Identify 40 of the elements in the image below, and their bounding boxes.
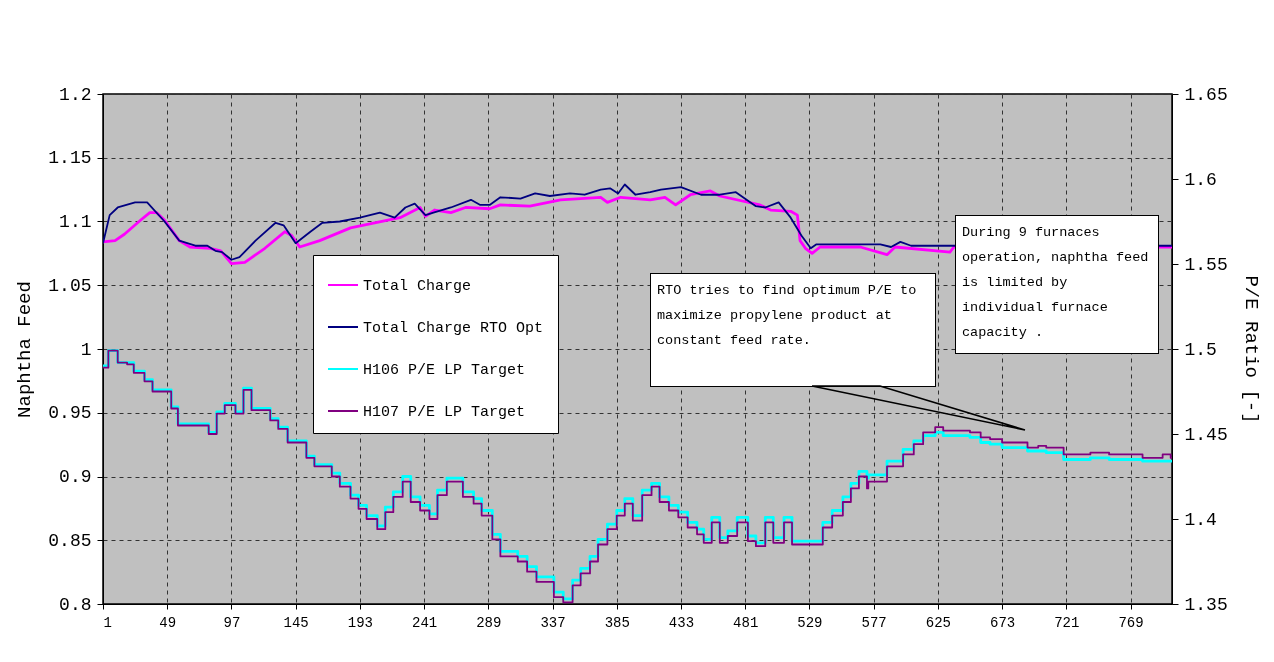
y-tick-label: 0.8 bbox=[59, 594, 92, 615]
y2-tick-label: 1.35 bbox=[1184, 594, 1228, 615]
legend-label: H107 P/E LP Target bbox=[363, 404, 526, 421]
x-tick-label: 289 bbox=[476, 614, 502, 631]
y-tick-label: 1.05 bbox=[48, 275, 92, 296]
legend-label: H106 P/E LP Target bbox=[363, 362, 526, 379]
y2-tick-label: 1.55 bbox=[1184, 254, 1228, 275]
x-tick-label: 769 bbox=[1118, 614, 1144, 631]
callout-box: During 9 furnaces operation, naphtha feed is limited by individual furnace capacity . bbox=[955, 215, 1159, 354]
x-tick-label: 241 bbox=[411, 614, 438, 631]
x-tick-label: 529 bbox=[797, 614, 823, 631]
legend-label: Total Charge bbox=[363, 278, 472, 295]
x-tick-label: 433 bbox=[668, 614, 695, 631]
y-axis-title: Naphtha Feed bbox=[14, 281, 37, 418]
y2-tick-label: 1.4 bbox=[1184, 509, 1217, 530]
y2-axis-title: P/E Ratio [-] bbox=[1239, 275, 1262, 424]
x-tick-label: 385 bbox=[604, 614, 630, 631]
x-tick-label: 97 bbox=[223, 614, 241, 631]
y2-tick-label: 1.6 bbox=[1184, 169, 1217, 190]
x-tick-label: 145 bbox=[283, 614, 309, 631]
x-tick-label: 1 bbox=[103, 614, 112, 631]
y2-tick-label: 1.65 bbox=[1184, 84, 1228, 105]
x-tick-label: 337 bbox=[540, 614, 566, 631]
y2-tick-label: 1.45 bbox=[1184, 424, 1228, 445]
legend-label: Total Charge RTO Opt bbox=[363, 320, 544, 337]
x-tick-label: 193 bbox=[347, 614, 373, 631]
x-tick-label: 49 bbox=[159, 614, 177, 631]
x-tick-label: 721 bbox=[1054, 614, 1080, 631]
x-tick-label: 577 bbox=[861, 614, 887, 631]
y-tick-label: 1.15 bbox=[48, 148, 92, 169]
x-tick-label: 673 bbox=[989, 614, 1016, 631]
y2-tick-label: 1.5 bbox=[1184, 339, 1217, 360]
y-tick-label: 0.85 bbox=[48, 530, 92, 551]
y-tick-label: 1.2 bbox=[59, 84, 92, 105]
y-tick-label: 1 bbox=[80, 339, 92, 360]
y-tick-label: 1.1 bbox=[59, 212, 92, 232]
x-tick-label: 481 bbox=[733, 614, 759, 631]
y-tick-label: 0.95 bbox=[48, 403, 92, 424]
x-tick-label: 625 bbox=[925, 614, 951, 631]
y-tick-label: 0.9 bbox=[59, 467, 92, 487]
